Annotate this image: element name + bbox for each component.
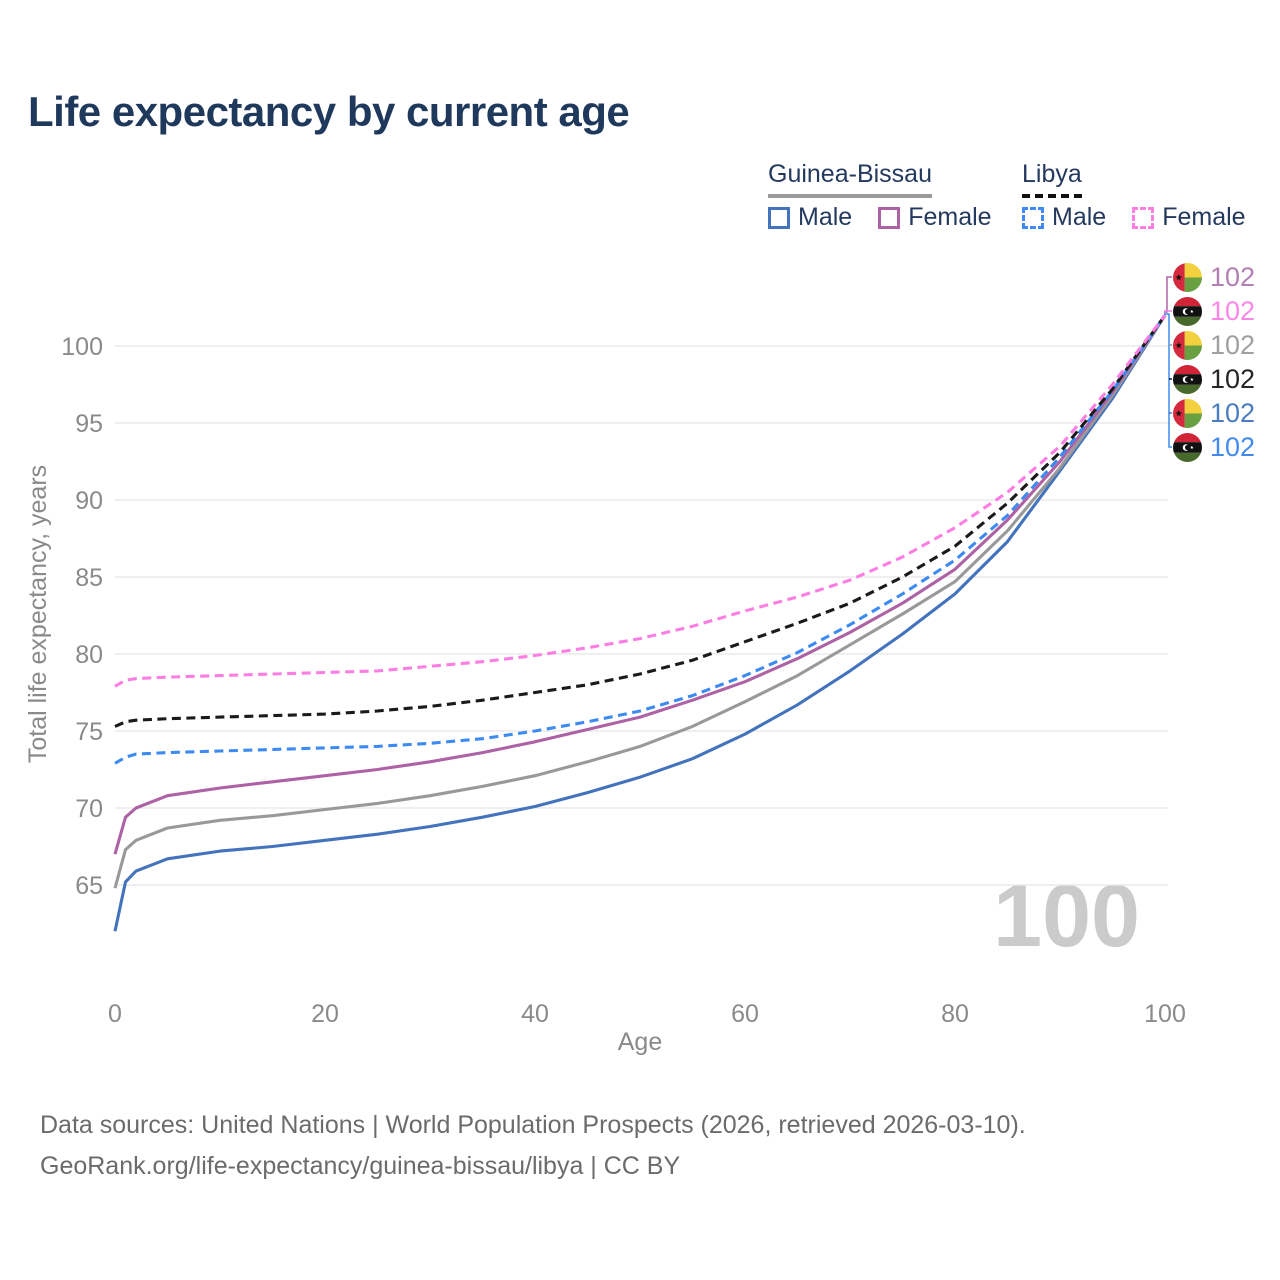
y-tick-label: 75 <box>75 718 103 746</box>
legend-items-guinea-bissau: Male Female <box>768 203 1010 232</box>
legend-label-ly-male[interactable]: Male <box>1052 203 1107 231</box>
series-line-ly-total[interactable] <box>114 314 1167 728</box>
series-line-gw-male[interactable] <box>113 314 1167 932</box>
y-tick-label: 85 <box>75 564 103 592</box>
legend-swatch-ly-female[interactable] <box>1132 206 1155 229</box>
footer-link[interactable]: GeoRank.org/life-expectancy/guinea-bissa… <box>40 1152 681 1180</box>
series-line-ly-female[interactable] <box>114 314 1167 688</box>
series-line-gw-female[interactable] <box>113 314 1167 855</box>
x-tick-label: 0 <box>108 1000 122 1028</box>
end-label-connector <box>1164 313 1172 448</box>
legend-items-libya: Male Female <box>1022 203 1264 232</box>
y-tick-label: 90 <box>75 487 103 515</box>
series-line-gw-total[interactable] <box>113 314 1167 889</box>
legend-swatch-gw-male[interactable] <box>768 206 790 229</box>
age-counter-watermark: 100 <box>993 866 1140 965</box>
legend-label-gw-female[interactable]: Female <box>908 203 992 231</box>
end-label-connector <box>1164 276 1172 313</box>
y-axis-title: Total life expectancy, years <box>24 465 52 763</box>
y-tick-label: 70 <box>75 795 103 823</box>
legend-label-ly-female[interactable]: Female <box>1162 203 1246 231</box>
legend-label-gw-male[interactable]: Male <box>798 203 853 231</box>
legend-group-libya[interactable]: Libya <box>1022 160 1082 198</box>
x-tick-label: 60 <box>731 1000 759 1028</box>
x-tick-label: 20 <box>311 1000 339 1028</box>
x-tick-label: 80 <box>941 1000 969 1028</box>
y-tick-label: 65 <box>75 872 103 900</box>
footer-data-sources: Data sources: United Nations | World Pop… <box>40 1111 1026 1139</box>
legend-group-guinea-bissau[interactable]: Guinea-Bissau <box>768 160 932 198</box>
y-tick-label: 95 <box>75 410 103 438</box>
x-axis-title: Age <box>618 1028 662 1056</box>
legend-swatch-gw-female[interactable] <box>878 206 901 229</box>
page-title: Life expectancy by current age <box>28 88 630 135</box>
legend-swatch-ly-male[interactable] <box>1022 206 1044 229</box>
footer: Data sources: United Nations | World Pop… <box>40 1105 1026 1187</box>
series-line-ly-male[interactable] <box>114 314 1167 765</box>
x-tick-label: 100 <box>1144 1000 1186 1028</box>
y-tick-label: 80 <box>75 641 103 669</box>
x-tick-label: 40 <box>521 1000 549 1028</box>
y-tick-label: 100 <box>61 333 103 361</box>
